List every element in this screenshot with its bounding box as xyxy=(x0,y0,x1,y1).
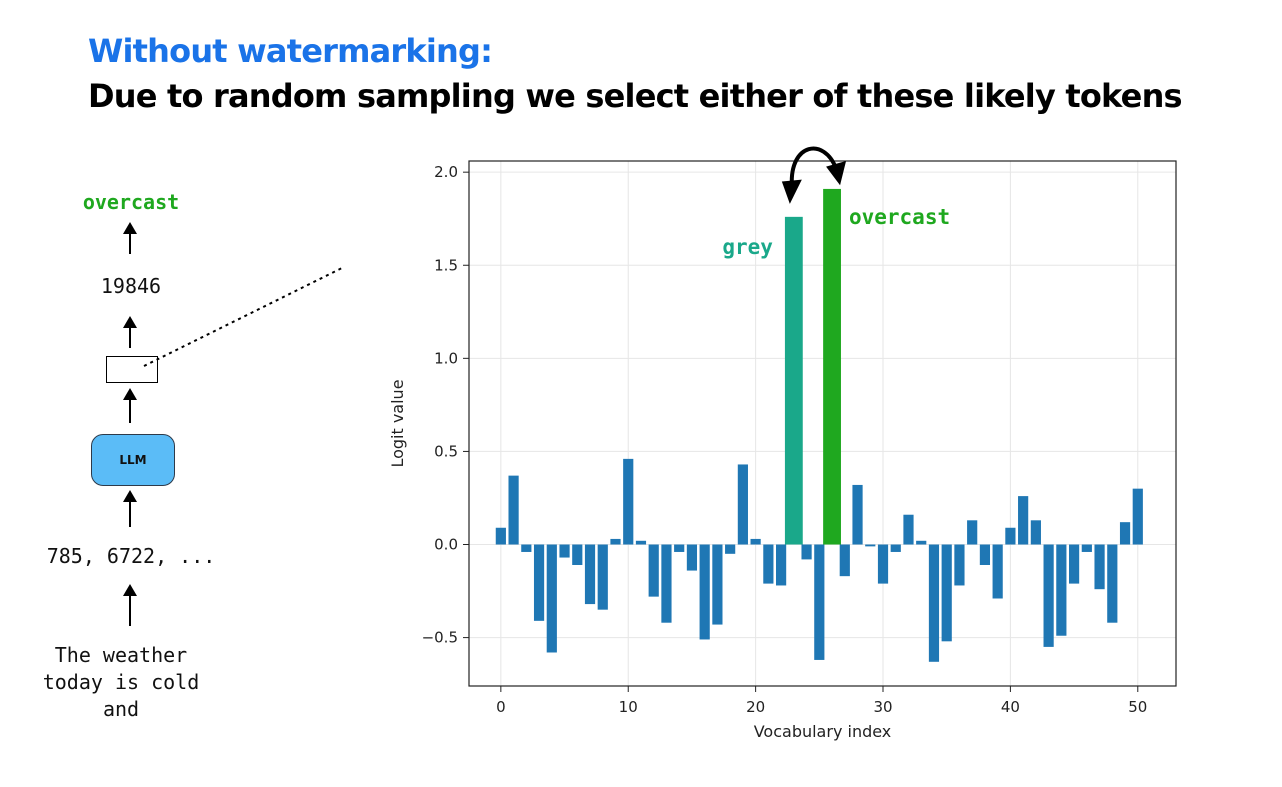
bar xyxy=(1132,488,1143,545)
bar xyxy=(1043,544,1054,647)
bar-overcast xyxy=(823,188,841,545)
bar xyxy=(1068,544,1080,584)
bar xyxy=(508,475,519,545)
bar xyxy=(495,527,506,545)
bar xyxy=(801,544,812,560)
x-axis-label: Vocabulary index xyxy=(754,722,892,741)
bar xyxy=(992,544,1003,599)
input-text: The weather today is cold and xyxy=(42,643,200,721)
arrow-up-icon xyxy=(123,584,137,626)
bar xyxy=(597,544,608,610)
label-layer: grey overcast xyxy=(722,205,950,259)
y-axis-label: Logit value xyxy=(388,379,407,467)
y-tick-label: 2.0 xyxy=(434,163,458,181)
x-tick-label: 20 xyxy=(746,698,765,716)
y-tick-label: 0.5 xyxy=(434,442,458,460)
bar xyxy=(776,544,787,586)
bar xyxy=(521,544,532,552)
bar xyxy=(559,544,570,558)
arrow-up-icon xyxy=(123,222,137,254)
bar xyxy=(635,540,647,545)
bar xyxy=(763,544,774,584)
bar xyxy=(584,544,596,605)
bar xyxy=(1030,520,1041,545)
bar xyxy=(737,464,748,545)
y-tick-label: 1.0 xyxy=(434,349,458,367)
arrow-up-icon xyxy=(123,490,137,527)
connector-line xyxy=(143,267,343,367)
bar xyxy=(750,538,761,545)
arrow-up-icon xyxy=(123,388,137,423)
bar xyxy=(839,544,850,577)
bar xyxy=(865,544,876,547)
bar-grey xyxy=(784,216,803,545)
bar-label-grey: grey xyxy=(722,235,773,259)
bar xyxy=(1018,496,1029,545)
x-tick-label: 0 xyxy=(496,698,506,716)
bar xyxy=(1094,544,1105,590)
x-tick-label: 40 xyxy=(1001,698,1020,716)
bar-layer xyxy=(495,188,1143,662)
y-tick-label: 0.0 xyxy=(434,536,458,554)
slide-subtitle: Due to random sampling we select either … xyxy=(88,77,1183,115)
x-tick-label: 10 xyxy=(619,698,638,716)
bar xyxy=(674,544,685,552)
plot-frame xyxy=(468,160,1177,687)
y-tick-label: −0.5 xyxy=(422,629,458,647)
bar xyxy=(954,544,965,586)
arrow-up-icon xyxy=(123,316,137,348)
bar xyxy=(533,544,545,621)
output-token: overcast xyxy=(82,190,180,214)
logit-bar-chart: 0 10 20 30 40 50 −0.5 0.0 0.5 1.0 1.5 2.0 grey overc… xyxy=(388,146,1177,741)
bar xyxy=(979,544,991,565)
bar xyxy=(686,544,698,571)
bar xyxy=(546,544,557,653)
bar xyxy=(661,544,672,623)
bar xyxy=(852,484,863,545)
bar xyxy=(648,544,659,597)
slide-title: Without watermarking: xyxy=(88,32,493,70)
bar xyxy=(903,514,914,545)
logits-vector-box xyxy=(106,356,158,383)
bar xyxy=(1056,544,1067,636)
bar xyxy=(725,544,736,554)
bar xyxy=(623,458,634,545)
bar xyxy=(699,544,710,640)
bar xyxy=(1081,544,1092,552)
bar-label-overcast: overcast xyxy=(849,205,950,229)
bar xyxy=(877,544,889,584)
bar xyxy=(967,520,978,545)
swap-arrow-icon xyxy=(789,146,838,186)
swap-arrowhead-left xyxy=(781,179,802,204)
bar xyxy=(890,544,901,552)
bar xyxy=(1005,527,1016,545)
y-tick-label: 1.5 xyxy=(434,256,458,274)
bar xyxy=(572,544,583,565)
input-ids: 785, 6722, ... xyxy=(46,544,216,568)
x-tick-label: 30 xyxy=(873,698,892,716)
llm-label: LLM xyxy=(119,453,147,467)
bar xyxy=(941,544,952,642)
swap-arrowhead-right xyxy=(826,161,847,186)
token-id: 19846 xyxy=(100,274,162,298)
bar xyxy=(610,538,621,545)
bar xyxy=(1119,522,1131,545)
llm-box: LLM xyxy=(91,434,175,486)
bar xyxy=(712,544,723,625)
x-tick-label: 50 xyxy=(1128,698,1147,716)
bar xyxy=(928,544,940,662)
bar xyxy=(814,544,825,660)
tick-layer: 0 10 20 30 40 50 −0.5 0.0 0.5 1.0 1.5 2.0 xyxy=(422,163,1148,716)
bar xyxy=(916,540,927,545)
bar xyxy=(1107,544,1118,623)
